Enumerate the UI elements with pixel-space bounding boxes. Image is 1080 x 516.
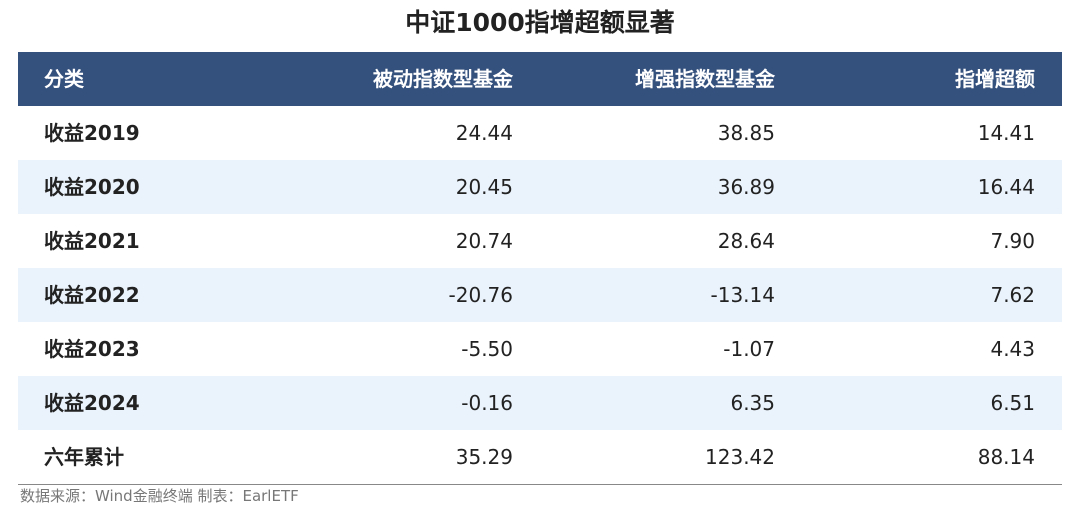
table-cell: 28.64 [717, 229, 775, 253]
table-title: 中证1000指增超额显著 [405, 8, 675, 37]
row-label: 收益2019 [44, 121, 140, 145]
table-cell: -5.50 [461, 337, 513, 361]
table-cell: 16.44 [977, 175, 1035, 199]
table-row: 收益2019 24.44 38.85 14.41 [18, 106, 1062, 160]
table-cell: 4.43 [990, 337, 1035, 361]
table-row: 收益2021 20.74 28.64 7.90 [18, 214, 1062, 268]
table-cell: 6.35 [730, 391, 775, 415]
table-row: 收益2024 -0.16 6.35 6.51 [18, 376, 1062, 430]
table-cell: 35.29 [455, 445, 513, 469]
row-label: 收益2022 [44, 283, 140, 307]
header-cell: 被动指数型基金 [373, 67, 513, 91]
table-cell: 20.74 [455, 229, 513, 253]
table-cell: 88.14 [977, 445, 1035, 469]
table-cell: 14.41 [977, 121, 1035, 145]
header-cell: 分类 [44, 67, 84, 91]
source-note: 数据来源：Wind金融终端 制表：EarlETF [20, 487, 299, 505]
header-cell: 增强指数型基金 [635, 67, 775, 91]
row-label: 收益2020 [44, 175, 140, 199]
table-row: 收益2022 -20.76 -13.14 7.62 [18, 268, 1062, 322]
header-row: 分类 被动指数型基金 增强指数型基金 指增超额 [18, 52, 1062, 106]
table-cell: -1.07 [723, 337, 775, 361]
table-cell: 123.42 [705, 445, 775, 469]
table-cell: -20.76 [448, 283, 513, 307]
table-cell: 36.89 [717, 175, 775, 199]
row-label: 收益2024 [44, 391, 140, 415]
table-cell: -13.14 [710, 283, 775, 307]
row-label: 收益2023 [44, 337, 140, 361]
row-label: 六年累计 [44, 445, 124, 469]
table-row: 六年累计 35.29 123.42 88.14 [18, 430, 1062, 484]
table-cell: -0.16 [461, 391, 513, 415]
row-label: 收益2021 [44, 229, 140, 253]
table-row: 收益2020 20.45 36.89 16.44 [18, 160, 1062, 214]
table-cell: 24.44 [455, 121, 513, 145]
table-row: 收益2023 -5.50 -1.07 4.43 [18, 322, 1062, 376]
table-cell: 6.51 [990, 391, 1035, 415]
table-cell: 20.45 [455, 175, 513, 199]
table-cell: 7.62 [990, 283, 1035, 307]
header-cell: 指增超额 [955, 67, 1035, 91]
table-cell: 38.85 [717, 121, 775, 145]
table-cell: 7.90 [990, 229, 1035, 253]
table: 分类 被动指数型基金 增强指数型基金 指增超额收益2019 24.44 38.85 14.4… [18, 52, 1062, 485]
